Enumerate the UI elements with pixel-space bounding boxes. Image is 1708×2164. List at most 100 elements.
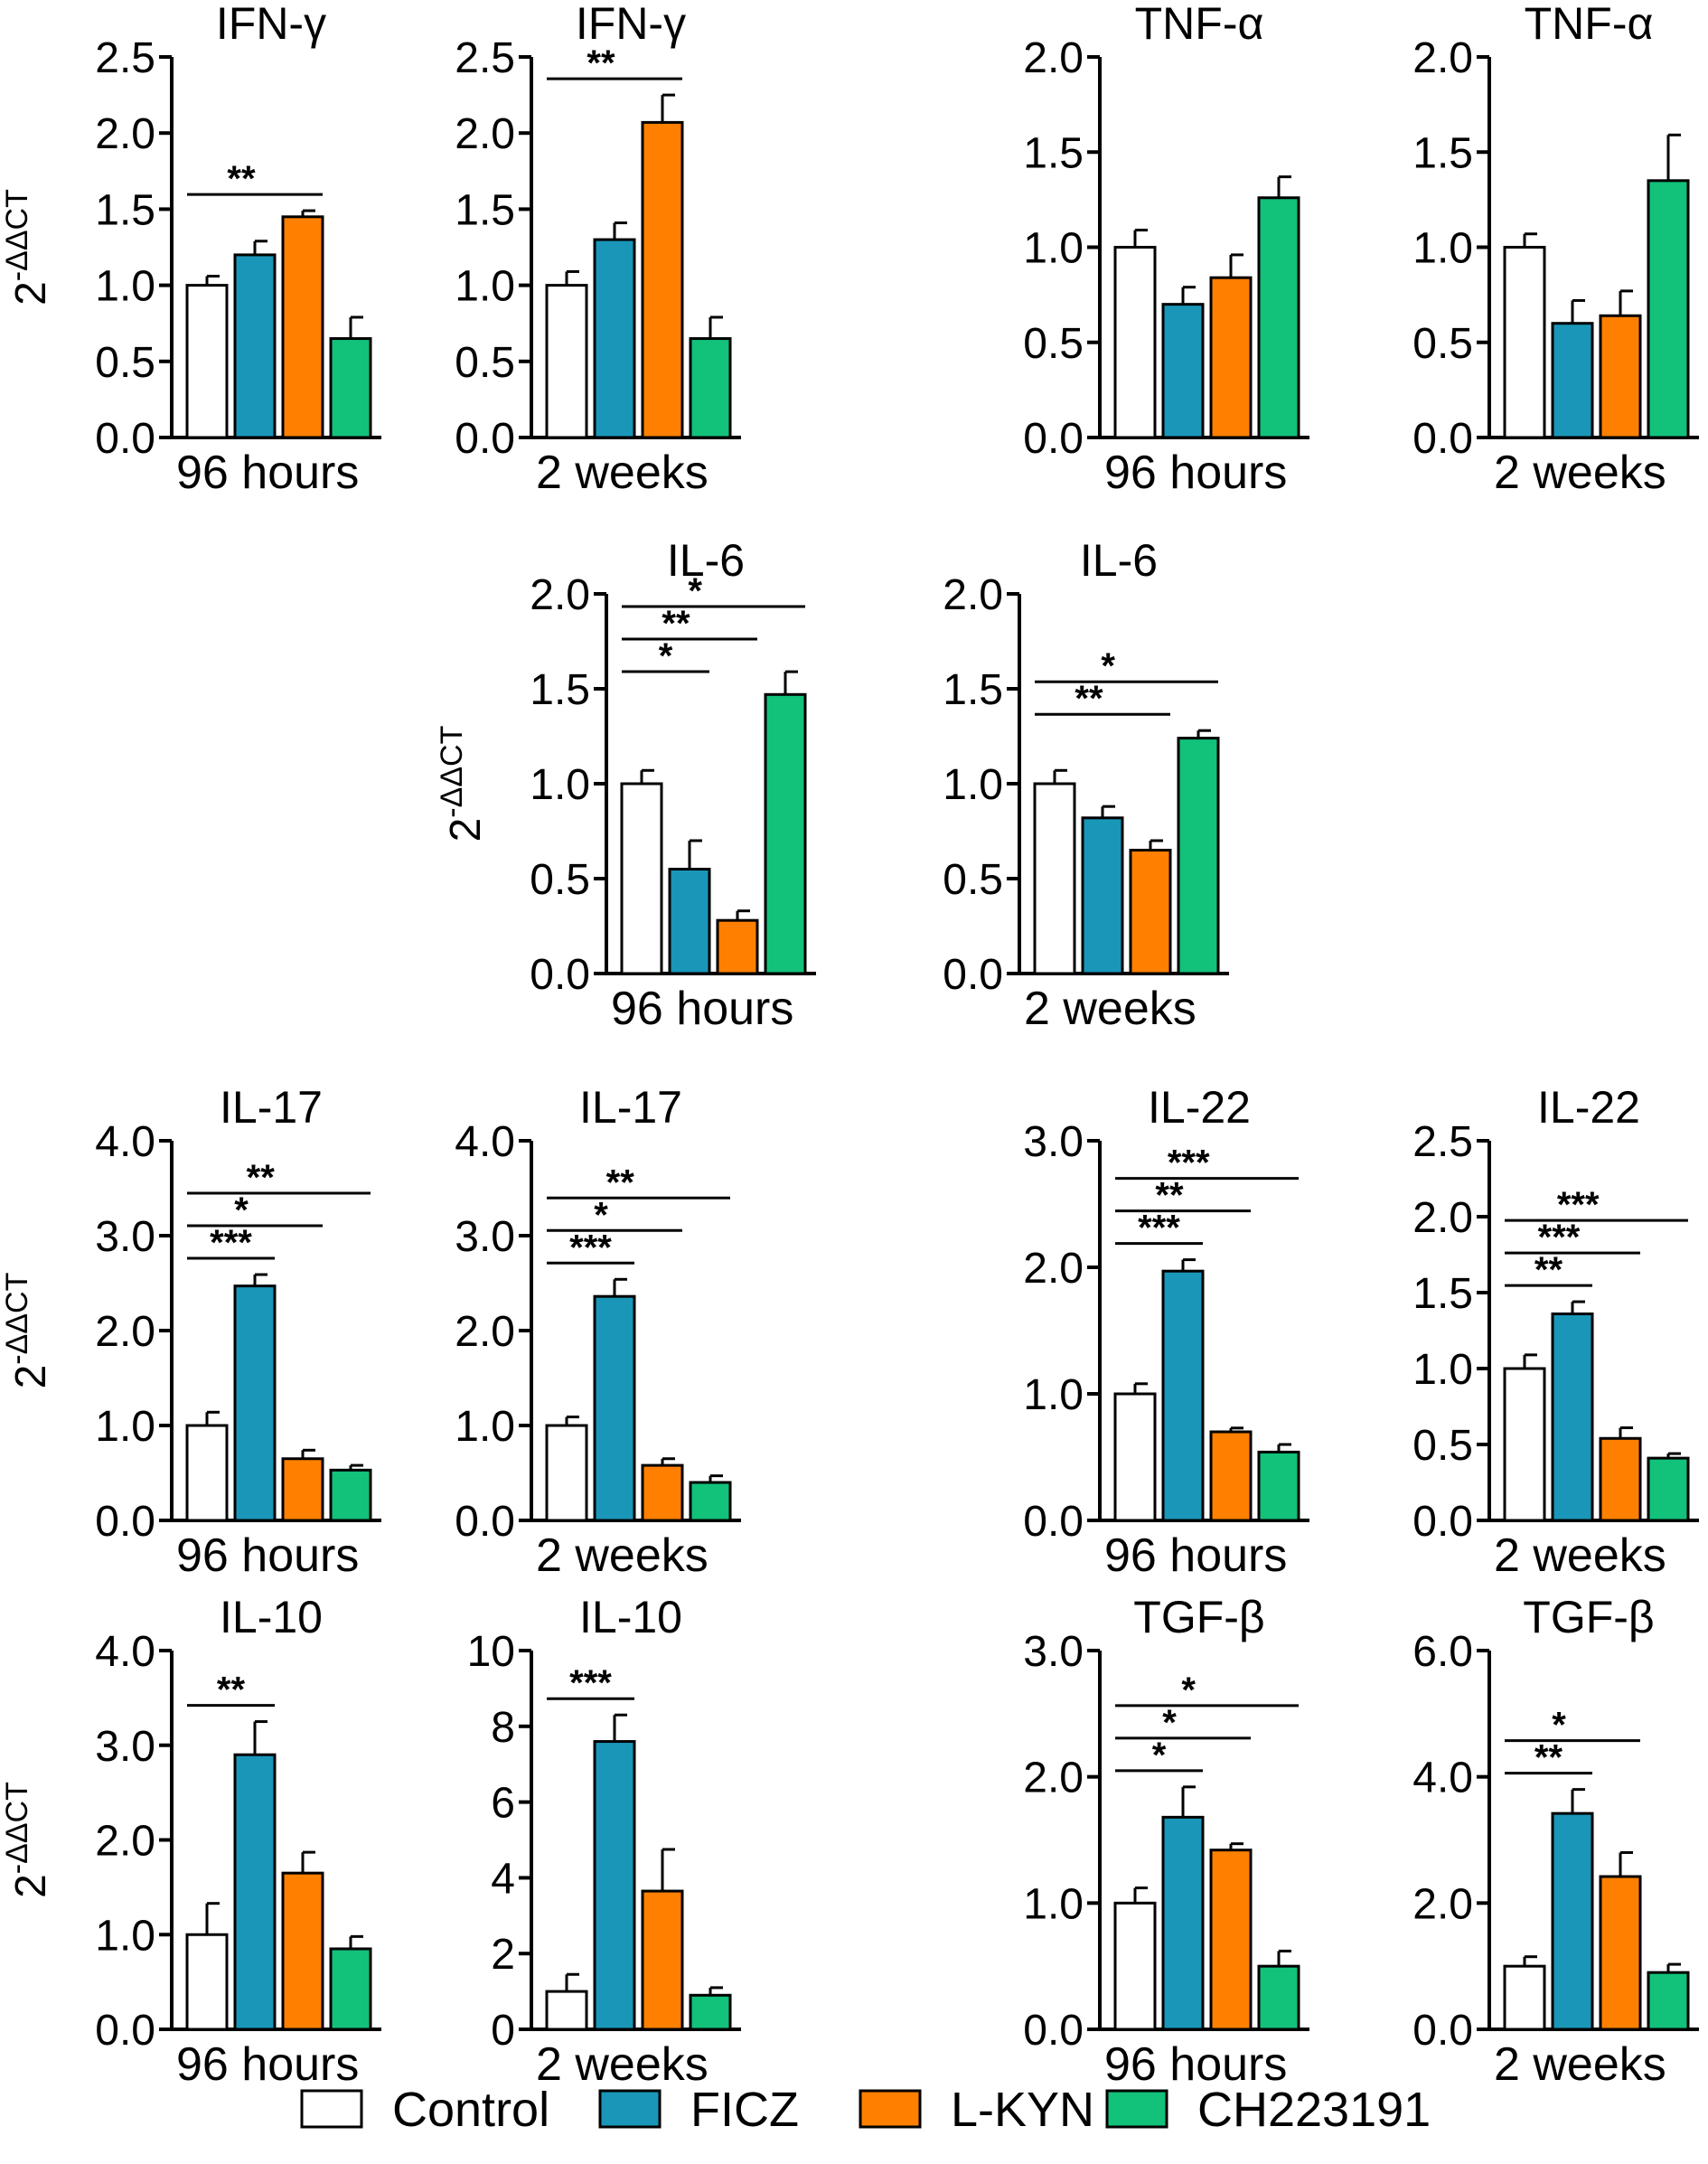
panel-title: TGF-β [1133, 1592, 1264, 1642]
bar-l-kyn [281, 215, 324, 439]
sig-label: ** [606, 1162, 635, 1202]
sig-label: ** [1534, 1250, 1563, 1290]
x-label: 2 weeks [536, 447, 709, 499]
y-tick-label: 3.0 [1023, 1628, 1084, 1676]
bar-control [185, 1933, 229, 2031]
y-tick-label: 2.5 [1412, 1118, 1473, 1166]
y-tick-label: 4 [491, 1855, 515, 1903]
y-tick-label: 0.0 [95, 415, 155, 463]
y-tick-label: 0.0 [1412, 415, 1473, 463]
y-tick-label: 1.5 [1023, 129, 1084, 177]
bar-l-kyn [1209, 1849, 1253, 2031]
bar-ch223191 [1647, 179, 1690, 439]
panel-title: IFN-γ [576, 0, 686, 49]
panel-title: IFN-γ [216, 0, 326, 49]
sig-label: ** [217, 1670, 246, 1710]
y-label-exp: -ΔΔCT [0, 1782, 34, 1874]
bar-ficz [233, 253, 277, 439]
legend-label: CH223191 [1197, 2083, 1431, 2137]
bar-ch223191 [689, 1481, 732, 1522]
panel-1: 0.0 0.5 1.0 1.5 2.0 2.5 ** IFN-γ 96 hours 2-ΔΔCT [0, 0, 381, 499]
bar-control [1033, 782, 1076, 975]
y-tick-label: 0.0 [1023, 415, 1084, 463]
bar-control [1113, 1392, 1157, 1522]
y-tick-label: 1.0 [455, 263, 515, 311]
bar-control [1503, 1367, 1546, 1522]
sig-label: * [1152, 1736, 1167, 1775]
bar-ficz [593, 1740, 636, 2031]
bar-l-kyn [641, 1889, 684, 2031]
bar-ficz [1161, 1269, 1205, 1522]
sig-label: ** [1075, 679, 1103, 719]
bar-ficz [1551, 322, 1594, 439]
bar-l-kyn [1599, 1875, 1642, 2031]
y-tick-label: 0 [491, 2007, 515, 2055]
y-tick-label: 0.0 [1023, 2007, 1084, 2055]
panel-title: IL-6 [667, 535, 745, 586]
bar-l-kyn [641, 1463, 684, 1522]
y-tick-label: 4.0 [95, 1118, 155, 1166]
panel-title: IL-17 [220, 1082, 323, 1133]
legend-label: FICZ [690, 2083, 799, 2137]
y-tick-label: 1.5 [1412, 1270, 1473, 1318]
y-tick-label: 0.5 [455, 339, 515, 387]
bar-l-kyn [1599, 1436, 1642, 1522]
sig-label: ** [227, 159, 256, 199]
legend-swatch-l-kyn [859, 2089, 922, 2129]
panel-6: 0.0 0.5 1.0 1.5 2.0 *** IL-6 2 weeks [943, 535, 1229, 1035]
bar-l-kyn [281, 1457, 324, 1522]
x-label: 96 hours [1104, 2038, 1287, 2091]
y-axis-label: 2-ΔΔCT [0, 1273, 55, 1389]
sig-label: * [659, 636, 673, 676]
y-tick-label: 0.5 [1023, 320, 1084, 368]
y-tick-label: 3.0 [95, 1213, 155, 1261]
x-label: 2 weeks [1494, 1529, 1666, 1582]
panel-14: 0.0 2.0 4.0 6.0 *** TGF-β 2 weeks [1412, 1592, 1699, 2091]
bar-ch223191 [1257, 196, 1300, 439]
bar-ficz [233, 1284, 277, 1522]
bar-ch223191 [1647, 1456, 1690, 1522]
sig-label: * [688, 571, 702, 611]
sig-label: ** [662, 604, 690, 644]
bar-ch223191 [689, 337, 732, 439]
x-label: 96 hours [176, 447, 359, 499]
y-tick-label: 1.0 [455, 1403, 515, 1451]
y-tick-label: 0.0 [1412, 2007, 1473, 2055]
bar-ficz [593, 238, 636, 439]
legend: Control FICZ L-KYN CH223191 [300, 2083, 1431, 2137]
y-tick-label: 0.5 [95, 339, 155, 387]
sig-label: *** [1138, 1209, 1180, 1248]
y-label-base: 2 [7, 281, 55, 306]
y-tick-label: 2.0 [1412, 1880, 1473, 1928]
panel-title: IL-22 [1537, 1082, 1640, 1133]
bar-l-kyn [716, 918, 759, 975]
panel-title: IL-10 [579, 1592, 682, 1642]
y-tick-label: 0.0 [95, 2007, 155, 2055]
x-label: 96 hours [176, 2038, 359, 2091]
x-label: 96 hours [176, 1529, 359, 1582]
y-tick-label: 3.0 [95, 1723, 155, 1771]
x-label: 2 weeks [536, 2038, 709, 2091]
y-label-base: 2 [442, 818, 490, 842]
panel-11: 0.0 1.0 2.0 3.0 4.0 ** IL-10 96 hours 2-ΔΔCT [0, 1592, 381, 2091]
sig-label: ** [247, 1158, 276, 1198]
bar-ch223191 [1177, 737, 1220, 975]
y-tick-label: 2.0 [943, 571, 1003, 619]
y-tick-label: 2.0 [95, 1818, 155, 1866]
bar-control [545, 1990, 588, 2031]
y-tick-label: 1.0 [943, 761, 1003, 809]
x-label: 96 hours [1104, 447, 1287, 499]
bar-l-kyn [281, 1871, 324, 2031]
bar-control [185, 284, 229, 439]
y-tick-label: 1.5 [530, 666, 590, 714]
sig-label: * [1181, 1670, 1196, 1710]
sig-label: ** [1155, 1176, 1184, 1216]
panel-8: 0.01.02.03.04.0******IL-172 weeks [455, 1082, 741, 1582]
bar-l-kyn [1209, 1430, 1253, 1522]
sig-label: * [594, 1195, 608, 1235]
panel-title: IL-22 [1148, 1082, 1251, 1133]
y-label-base: 2 [7, 1874, 55, 1898]
bar-ficz [1161, 303, 1205, 439]
